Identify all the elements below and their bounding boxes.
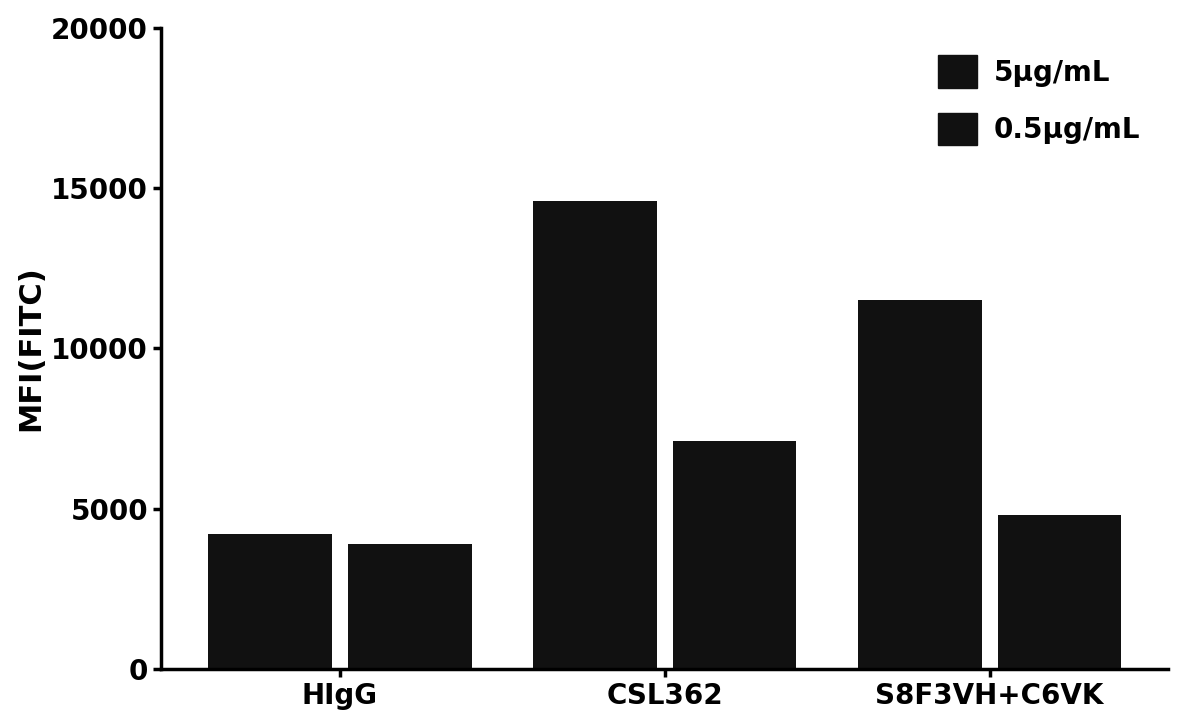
Legend: 5μg/mL, 0.5μg/mL: 5μg/mL, 0.5μg/mL — [924, 41, 1154, 158]
Bar — [998, 515, 1121, 669]
Bar — [673, 441, 796, 669]
Bar — [858, 300, 981, 669]
Bar — [209, 534, 332, 669]
Bar — [348, 544, 472, 669]
Y-axis label: MFI(FITC): MFI(FITC) — [17, 265, 46, 431]
Bar — [533, 201, 656, 669]
